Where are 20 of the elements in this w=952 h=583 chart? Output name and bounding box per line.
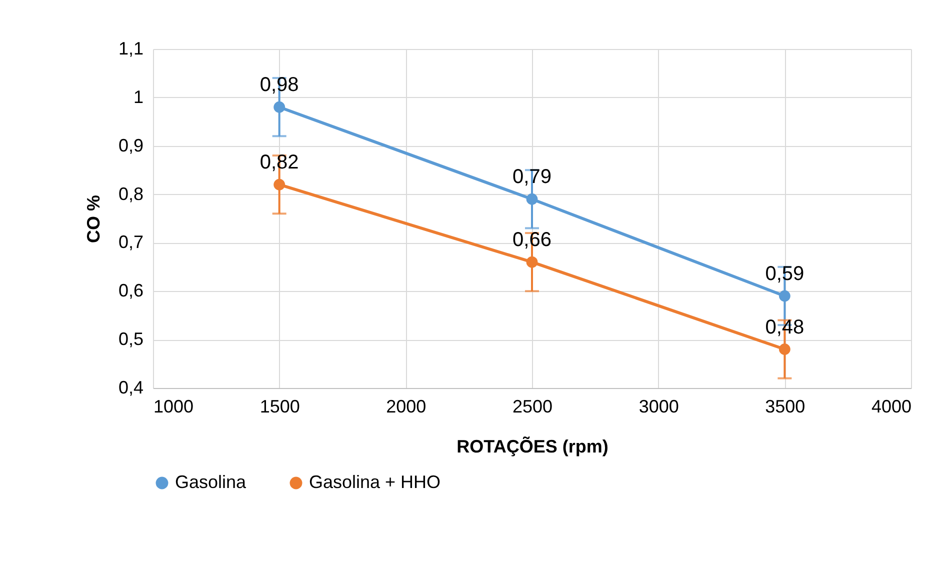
y-tick-label: 0,5: [118, 329, 144, 350]
x-tick-label: 1500: [260, 396, 300, 416]
x-tick-label: 2500: [512, 396, 553, 416]
x-tick-label: 3000: [638, 396, 679, 416]
x-tick-label: 4000: [871, 396, 912, 416]
x-tick-label: 1000: [154, 396, 194, 416]
y-tick-label: 0,9: [118, 135, 144, 156]
y-tick-label: 0,7: [118, 232, 144, 252]
x-tick-label: 2000: [386, 396, 426, 416]
y-axis-title: CO %: [83, 194, 104, 244]
y-tick-label: 1: [133, 86, 144, 107]
legend-label: Gasolina + HHO: [309, 472, 441, 492]
y-tick-label: 1,1: [118, 38, 144, 58]
y-tick-label: 0,8: [118, 184, 144, 204]
x-tick-label: 3500: [765, 396, 806, 416]
y-tick-label: 0,4: [118, 378, 144, 398]
y-tick-label: 0,6: [118, 280, 144, 301]
legend-label: Gasolina: [175, 472, 248, 492]
data-label: 0,48: [765, 316, 804, 338]
x-axis-title: ROTAÇÕES (rpm): [456, 436, 608, 456]
